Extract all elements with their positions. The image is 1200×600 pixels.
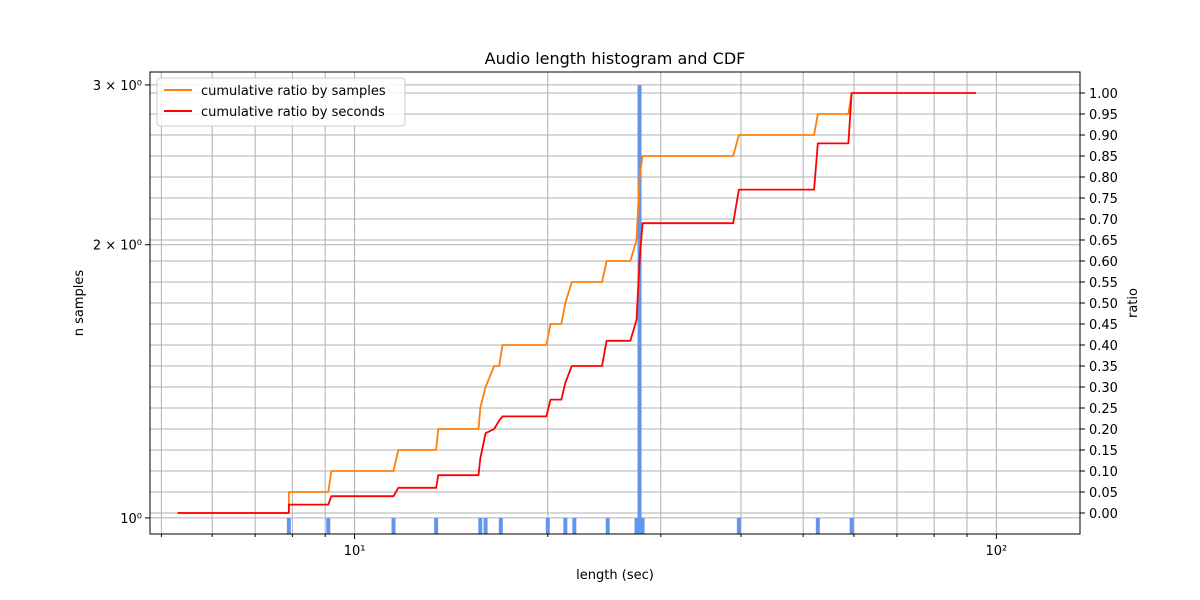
histogram-bar xyxy=(736,517,741,534)
y-right-tick-label: 0.75 xyxy=(1089,192,1118,207)
cdf-line-samples xyxy=(177,92,853,514)
histogram-bar xyxy=(478,517,483,534)
cdf-lines xyxy=(177,92,977,514)
y-right-tick-label: 0.30 xyxy=(1089,381,1118,396)
y-right-tick-label: 0.00 xyxy=(1089,507,1118,522)
histogram-bar xyxy=(391,517,396,534)
y-right-tick-label: 0.70 xyxy=(1089,213,1118,228)
histogram-bar xyxy=(640,517,645,534)
y-right-tick-label: 0.85 xyxy=(1089,150,1118,165)
y-right-tick-label: 0.20 xyxy=(1089,423,1118,438)
cdf-line-seconds xyxy=(177,92,977,514)
histogram-bars xyxy=(286,84,854,534)
y-axis-right-label: ratio xyxy=(1126,288,1141,318)
histogram-bar xyxy=(849,517,854,534)
y-right-tick-label: 0.65 xyxy=(1089,234,1118,249)
histogram-bar xyxy=(326,517,331,534)
x-tick-label: 10² xyxy=(985,544,1007,559)
histogram-bar xyxy=(605,517,610,534)
y-right-tick-label: 0.90 xyxy=(1089,129,1118,144)
histogram-bar xyxy=(815,517,820,534)
histogram-bar xyxy=(434,517,439,534)
x-tick-label: 10¹ xyxy=(344,544,366,559)
histogram-bar xyxy=(563,517,568,534)
y-right-tick-label: 1.00 xyxy=(1089,87,1118,102)
y-right-tick-label: 0.25 xyxy=(1089,402,1118,417)
y-axis-left-label: n samples xyxy=(72,270,87,337)
y-right-tick-label: 0.60 xyxy=(1089,255,1118,270)
histogram-bar xyxy=(498,517,503,534)
y-right-tick-label: 0.10 xyxy=(1089,465,1118,480)
histogram-bar xyxy=(545,517,550,534)
legend-box xyxy=(156,77,406,127)
y-left-tick-label: 3 × 10⁰ xyxy=(93,79,142,94)
histogram-bar xyxy=(286,517,291,534)
y-right-tick-label: 0.35 xyxy=(1089,360,1118,375)
histogram-bar xyxy=(634,517,639,534)
y-right-tick-label: 0.95 xyxy=(1089,108,1118,123)
histogram-bar xyxy=(483,517,488,534)
y-right-tick-label: 0.40 xyxy=(1089,339,1118,354)
tick-layer: 10¹ 10² 10⁰ 2 × 10⁰ 3 × 10⁰ 0.00 0.05 0.10 0.15 0… xyxy=(93,79,1118,559)
legend-label-samples: cumulative ratio by samples xyxy=(201,84,386,99)
histogram-bar xyxy=(572,517,577,534)
y-right-tick-label: 0.05 xyxy=(1089,486,1118,501)
y-right-tick-label: 0.15 xyxy=(1089,444,1118,459)
y-right-tick-label: 0.45 xyxy=(1089,318,1118,333)
x-axis-label: length (sec) xyxy=(576,568,654,583)
legend: cumulative ratio by samples cumulative r… xyxy=(156,77,406,127)
y-left-tick-label: 2 × 10⁰ xyxy=(93,239,142,254)
legend-label-seconds: cumulative ratio by seconds xyxy=(201,105,385,120)
y-right-tick-label: 0.80 xyxy=(1089,171,1118,186)
y-right-tick-label: 0.55 xyxy=(1089,276,1118,291)
chart-title: Audio length histogram and CDF xyxy=(485,49,746,68)
histogram-bar xyxy=(637,84,642,534)
y-left-tick-label: 10⁰ xyxy=(120,512,142,527)
y-right-tick-label: 0.50 xyxy=(1089,297,1118,312)
grid-layer xyxy=(150,72,1080,534)
